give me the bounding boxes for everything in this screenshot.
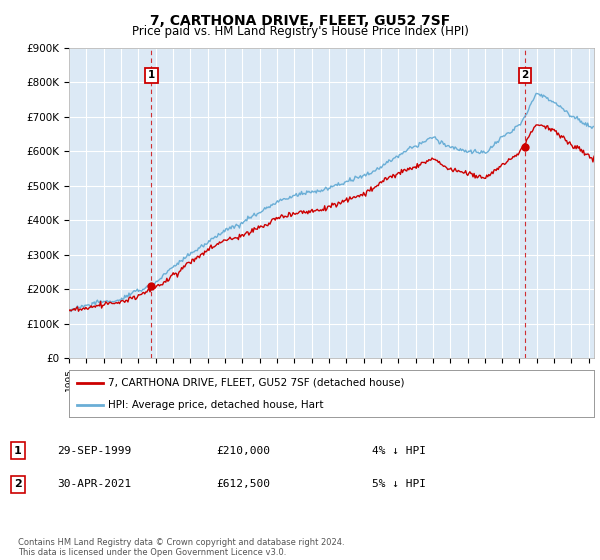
Text: HPI: Average price, detached house, Hart: HPI: Average price, detached house, Hart bbox=[109, 400, 324, 410]
Text: 5% ↓ HPI: 5% ↓ HPI bbox=[372, 479, 426, 489]
Text: Price paid vs. HM Land Registry's House Price Index (HPI): Price paid vs. HM Land Registry's House … bbox=[131, 25, 469, 38]
Text: 29-SEP-1999: 29-SEP-1999 bbox=[57, 446, 131, 456]
Text: 2: 2 bbox=[14, 479, 22, 489]
Text: 1: 1 bbox=[14, 446, 22, 456]
Text: 4% ↓ HPI: 4% ↓ HPI bbox=[372, 446, 426, 456]
Text: 7, CARTHONA DRIVE, FLEET, GU52 7SF (detached house): 7, CARTHONA DRIVE, FLEET, GU52 7SF (deta… bbox=[109, 378, 405, 388]
Text: 1: 1 bbox=[148, 70, 155, 80]
Text: £210,000: £210,000 bbox=[216, 446, 270, 456]
Text: 2: 2 bbox=[521, 70, 529, 80]
Text: £612,500: £612,500 bbox=[216, 479, 270, 489]
Text: 30-APR-2021: 30-APR-2021 bbox=[57, 479, 131, 489]
Text: 7, CARTHONA DRIVE, FLEET, GU52 7SF: 7, CARTHONA DRIVE, FLEET, GU52 7SF bbox=[150, 14, 450, 28]
Text: Contains HM Land Registry data © Crown copyright and database right 2024.
This d: Contains HM Land Registry data © Crown c… bbox=[18, 538, 344, 557]
